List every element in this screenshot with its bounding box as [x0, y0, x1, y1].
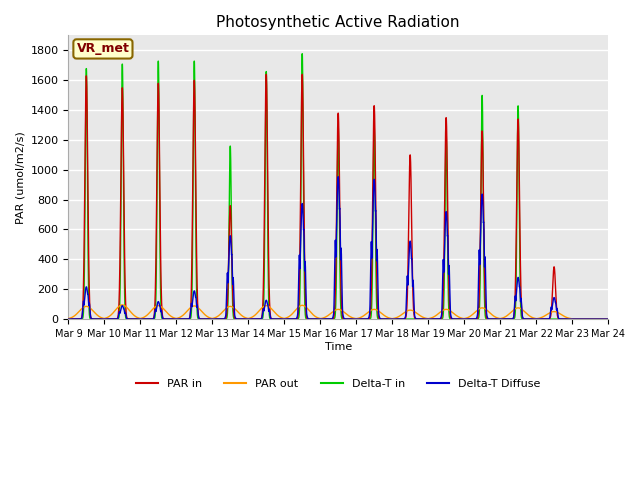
Text: VR_met: VR_met: [77, 42, 129, 55]
Legend: PAR in, PAR out, Delta-T in, Delta-T Diffuse: PAR in, PAR out, Delta-T in, Delta-T Dif…: [131, 374, 545, 393]
X-axis label: Time: Time: [324, 342, 352, 351]
Y-axis label: PAR (umol/m2/s): PAR (umol/m2/s): [15, 131, 25, 224]
Title: Photosynthetic Active Radiation: Photosynthetic Active Radiation: [216, 15, 460, 30]
